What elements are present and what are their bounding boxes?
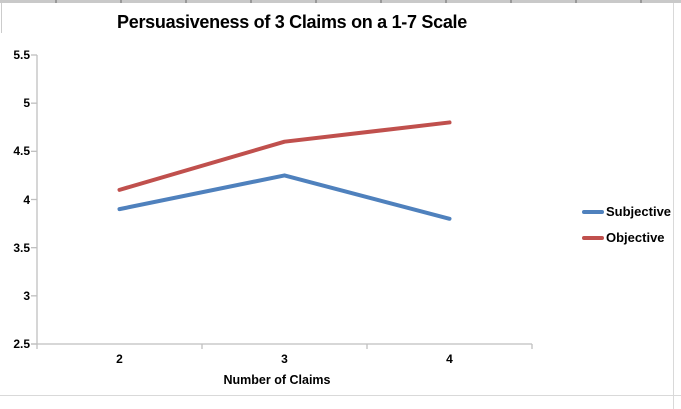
legend: Subjective Objective [582, 204, 671, 245]
y-tick-label: 4.5 [13, 144, 30, 159]
legend-item: Objective [582, 230, 671, 245]
y-tick-label: 2.5 [13, 337, 30, 351]
x-tick-label: 4 [446, 352, 453, 366]
x-tick-label: 3 [281, 352, 288, 366]
worksheet-gridline-left [1, 3, 2, 33]
y-tick-label: 3 [23, 288, 30, 303]
series-line-subjective [117, 173, 452, 221]
legend-item: Subjective [582, 204, 671, 219]
y-tick-label: 5.5 [13, 48, 30, 62]
worksheet-gridline-right [673, 3, 674, 409]
legend-swatch-objective [582, 235, 604, 240]
worksheet-column-header-edge [0, 0, 681, 3]
y-tick-label: 5 [23, 96, 30, 111]
legend-swatch-subjective [582, 209, 604, 214]
x-tick-label: 2 [116, 352, 123, 366]
worksheet-gridline-bottom [0, 395, 681, 396]
chart-title: Persuasiveness of 3 Claims on a 1-7 Scal… [117, 12, 467, 32]
legend-label-objective: Objective [606, 230, 665, 245]
y-tick-label: 3.5 [13, 240, 30, 255]
x-axis-title: Number of Claims [223, 373, 331, 387]
y-tick-label: 4 [23, 192, 30, 207]
series-line-objective [117, 120, 452, 192]
legend-label-subjective: Subjective [606, 204, 672, 219]
